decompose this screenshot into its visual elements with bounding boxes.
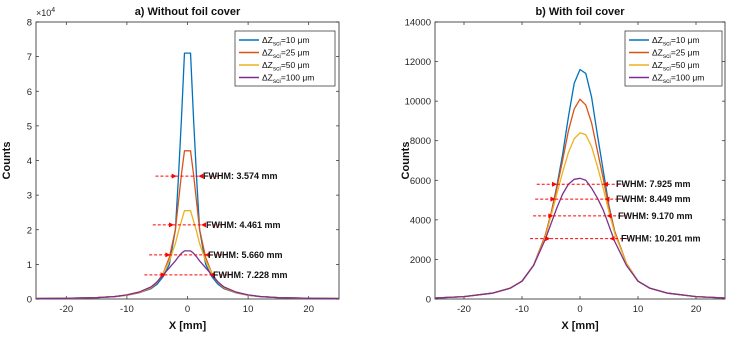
legend-entry-1: ΔZsci=10 μm (652, 35, 700, 48)
fwhm-label-2: FWHM: 4.461 mm (206, 220, 281, 230)
fwhm-arrow-left (550, 196, 556, 202)
x-tick-label: 20 (303, 304, 314, 315)
fwhm-arrow-right (602, 181, 608, 187)
fwhm-label-1: FWHM: 3.574 mm (203, 171, 278, 181)
fwhm-arrow-left (165, 252, 171, 258)
y-tick-label: 3 (27, 191, 32, 202)
fwhm-label-2: FWHM: 8.449 mm (616, 194, 691, 204)
legend-entry-3: ΔZsci=50 μm (262, 60, 310, 73)
legend-entry-2: ΔZsci=25 μm (262, 48, 310, 61)
fwhm-arrow-right (606, 213, 612, 219)
fwhm-label-4: FWHM: 7.228 mm (213, 270, 288, 280)
fwhm-arrow-right (209, 272, 215, 278)
y-tick-label: 8000 (410, 136, 431, 147)
series-group (435, 68, 725, 299)
x-axis-label: X [mm] (169, 320, 207, 332)
x-tick-label: 10 (243, 304, 254, 315)
chart-title: b) With foil cover (535, 6, 625, 18)
y-tick-label: 0 (426, 295, 431, 306)
legend-entry-3: ΔZsci=50 μm (652, 60, 700, 73)
x-axis-label: X [mm] (561, 320, 599, 332)
y-axis-label: Counts (1, 142, 13, 180)
x-tick-label: -20 (457, 304, 471, 315)
series-line-4 (435, 177, 725, 299)
fwhm-label-3: FWHM: 9.170 mm (618, 211, 693, 221)
legend-entry-1: ΔZsci=10 μm (262, 35, 310, 48)
y-axis-label: Counts (400, 142, 412, 180)
y-tick-label: 10000 (405, 97, 431, 108)
fwhm-arrow-right (609, 236, 615, 242)
legend-entry-4: ΔZsci=100 μm (652, 73, 704, 86)
x-tick-label: -10 (515, 304, 529, 315)
series-line-4 (36, 250, 339, 299)
y-tick-label: 7 (27, 52, 32, 63)
y-tick-label: 8 (27, 18, 32, 29)
legend-entry-2: ΔZsci=25 μm (652, 48, 700, 61)
fwhm-label-1: FWHM: 7.925 mm (616, 179, 691, 189)
y-tick-label: 4 (27, 156, 32, 167)
fwhm-arrow-left (545, 236, 551, 242)
y-tick-label: 4000 (410, 215, 431, 226)
series-group (36, 52, 339, 299)
y-tick-label: 2000 (410, 255, 431, 266)
fwhm-arrow-right (201, 222, 207, 228)
x-tick-label: 20 (691, 304, 702, 315)
y-tick-label: 14000 (405, 18, 431, 29)
fwhm-arrow-right (604, 196, 610, 202)
fwhm-arrow-left (171, 173, 177, 179)
x-tick-label: 10 (633, 304, 644, 315)
y-exponent-label: ×104 (36, 7, 55, 18)
chart-title: a) Without foil cover (135, 6, 241, 18)
y-tick-label: 2 (27, 225, 32, 236)
fwhm-arrow-right (204, 252, 210, 258)
y-tick-label: 6000 (410, 176, 431, 187)
x-tick-label: -20 (59, 304, 73, 315)
y-tick-label: 0 (27, 295, 32, 306)
chart-panel-b: -20 -10 0 10 20 0 2000 4000 6000 8000 10000 12000 14… (400, 6, 726, 332)
y-tick-label: 6 (27, 87, 32, 98)
fwhm-label-4: FWHM: 10.201 mm (621, 234, 701, 244)
chart-panel-a: -20 -10 0 10 20 0 1 2 3 4 5 6 7 8 ×104 a) Without foil … (1, 6, 340, 332)
legend-entry-4: ΔZsci=100 μm (262, 73, 314, 86)
fwhm-label-3: FWHM: 5.660 mm (208, 250, 283, 260)
y-tick-label: 1 (27, 260, 32, 271)
fwhm-arrow-left (548, 213, 554, 219)
fwhm-arrow-right (198, 173, 204, 179)
x-tick-label: 0 (577, 304, 582, 315)
x-tick-label: -10 (120, 304, 134, 315)
x-tick-label: 0 (185, 304, 190, 315)
y-tick-label: 12000 (405, 57, 431, 68)
y-tick-label: 5 (27, 121, 32, 132)
fwhm-arrow-left (552, 181, 558, 187)
fwhm-arrow-left (168, 222, 174, 228)
fwhm-arrow-left (160, 272, 166, 278)
